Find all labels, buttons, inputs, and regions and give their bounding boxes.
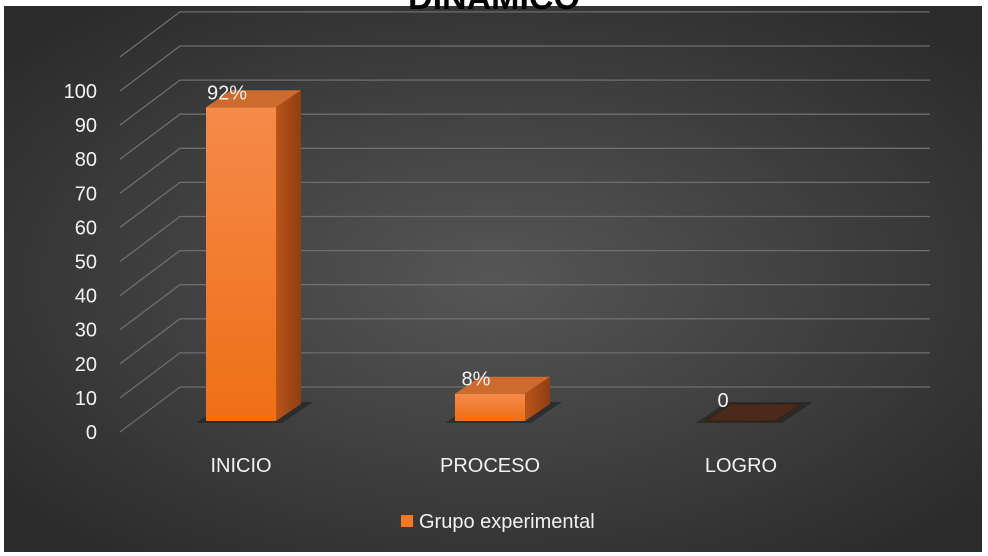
- y-tick-label: 70: [75, 183, 97, 205]
- x-axis-labels: INICIO PROCESO LOGRO: [210, 455, 777, 477]
- y-tick-label: 10: [75, 388, 97, 410]
- x-tick-label: PROCESO: [440, 455, 540, 477]
- y-axis-ticks: 0 10 20 30 40 50 60 70 80 90 100: [64, 81, 97, 444]
- bar-proceso: 8%: [445, 369, 562, 423]
- chart-title: DINÁMICO: [0, 0, 988, 18]
- bar-side: [276, 90, 301, 421]
- gridlines: [119, 11, 930, 433]
- y-tick-label: 30: [75, 320, 97, 342]
- gridline: [119, 79, 930, 126]
- y-tick-label: 20: [75, 354, 97, 376]
- gridline: [119, 181, 930, 228]
- x-tick-label: LOGRO: [705, 455, 777, 477]
- gridline: [119, 113, 930, 160]
- y-tick-label: 80: [75, 149, 97, 171]
- bar-top: [704, 403, 803, 422]
- bar-top: [455, 376, 550, 394]
- x-tick-label: INICIO: [210, 455, 271, 477]
- y-tick-label: 50: [75, 252, 97, 274]
- y-tick-label: 60: [75, 217, 97, 239]
- gridline: [119, 11, 930, 58]
- data-label: 92%: [207, 82, 247, 104]
- gridline: [119, 45, 930, 92]
- data-label: 0: [717, 390, 728, 412]
- bar-side: [525, 376, 550, 421]
- y-tick-label: 40: [75, 286, 97, 308]
- y-tick-label: 100: [64, 81, 97, 103]
- y-tick-label: 90: [75, 115, 97, 137]
- gridline: [119, 249, 930, 297]
- bar-front: [206, 107, 276, 421]
- gridline: [119, 386, 930, 433]
- bar-inicio: 92%: [196, 82, 313, 423]
- gridline: [119, 284, 930, 331]
- gridline: [119, 147, 930, 194]
- bar-front: [455, 393, 525, 421]
- data-label: 8%: [462, 369, 491, 391]
- gridline: [119, 215, 930, 263]
- plot-background: [4, 6, 982, 552]
- legend-label: Grupo experimental: [419, 511, 595, 533]
- legend-swatch: [401, 515, 413, 527]
- bar-top: [206, 90, 301, 108]
- legend: Grupo experimental: [401, 511, 595, 533]
- y-tick-label: 0: [86, 422, 97, 444]
- bars: 92% 8% 0: [196, 82, 813, 423]
- gridline: [119, 352, 930, 399]
- gridline: [119, 318, 930, 365]
- bar-logro: 0: [696, 390, 813, 423]
